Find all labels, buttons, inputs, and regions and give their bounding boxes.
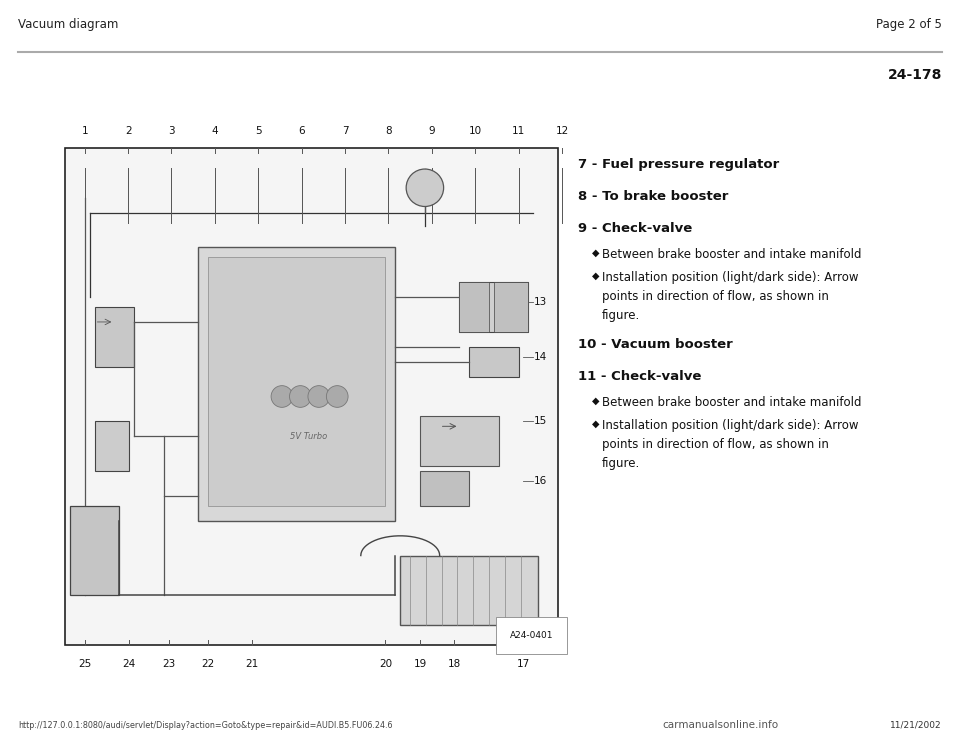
Circle shape — [290, 386, 311, 407]
Text: 12: 12 — [555, 126, 568, 136]
Text: 11/21/2002: 11/21/2002 — [890, 721, 942, 730]
Bar — [208, 257, 386, 506]
Text: 5V Turbo: 5V Turbo — [291, 432, 327, 441]
Bar — [493, 282, 528, 332]
Text: ◆: ◆ — [592, 248, 599, 258]
Text: 8 - To brake booster: 8 - To brake booster — [578, 190, 729, 203]
Text: figure.: figure. — [602, 309, 640, 322]
Bar — [469, 347, 518, 377]
Text: http://127.0.0.1:8080/audi/servlet/Display?action=Goto&type=repair&id=AUDI.B5.FU: http://127.0.0.1:8080/audi/servlet/Displ… — [18, 721, 393, 730]
Text: 18: 18 — [448, 659, 461, 669]
Text: A24-0401: A24-0401 — [510, 631, 553, 640]
Bar — [460, 282, 528, 332]
Text: carmanualsonline.info: carmanualsonline.info — [662, 720, 779, 730]
Text: 19: 19 — [414, 659, 426, 669]
Text: 3: 3 — [168, 126, 175, 136]
Text: 4: 4 — [211, 126, 218, 136]
Bar — [198, 247, 396, 521]
Circle shape — [326, 386, 348, 407]
Text: 11 - Check-valve: 11 - Check-valve — [578, 370, 702, 383]
Text: Page 2 of 5: Page 2 of 5 — [876, 18, 942, 31]
Text: ◆: ◆ — [592, 396, 599, 406]
Circle shape — [406, 169, 444, 206]
Text: 14: 14 — [534, 352, 546, 362]
Bar — [420, 471, 469, 506]
Text: points in direction of flow, as shown in: points in direction of flow, as shown in — [602, 290, 828, 303]
Text: 2: 2 — [125, 126, 132, 136]
Text: points in direction of flow, as shown in: points in direction of flow, as shown in — [602, 438, 828, 451]
Text: figure.: figure. — [602, 457, 640, 470]
Text: 10: 10 — [468, 126, 482, 136]
Bar — [95, 421, 129, 471]
Text: 7: 7 — [342, 126, 348, 136]
Text: ◆: ◆ — [592, 271, 599, 281]
Bar — [95, 307, 134, 367]
Text: 15: 15 — [534, 416, 546, 427]
Bar — [70, 506, 119, 595]
Text: 10 - Vacuum booster: 10 - Vacuum booster — [578, 338, 732, 351]
Text: 13: 13 — [534, 297, 546, 307]
Text: 8: 8 — [385, 126, 392, 136]
Text: 11: 11 — [512, 126, 525, 136]
Bar — [65, 148, 558, 645]
Text: Between brake booster and intake manifold: Between brake booster and intake manifol… — [602, 248, 861, 261]
Text: 20: 20 — [379, 659, 392, 669]
Bar — [400, 556, 539, 625]
Text: 6: 6 — [299, 126, 305, 136]
Text: 22: 22 — [202, 659, 215, 669]
Text: 25: 25 — [78, 659, 91, 669]
Text: 23: 23 — [162, 659, 175, 669]
Bar — [460, 282, 489, 332]
Text: 17: 17 — [516, 659, 530, 669]
Circle shape — [308, 386, 329, 407]
Text: Vacuum diagram: Vacuum diagram — [18, 18, 118, 31]
Text: ◆: ◆ — [592, 419, 599, 429]
Text: 9 - Check-valve: 9 - Check-valve — [578, 222, 692, 235]
Text: 21: 21 — [246, 659, 259, 669]
Text: 24: 24 — [123, 659, 135, 669]
Circle shape — [271, 386, 293, 407]
Text: 7 - Fuel pressure regulator: 7 - Fuel pressure regulator — [578, 158, 780, 171]
Text: 1: 1 — [82, 126, 88, 136]
Text: 16: 16 — [534, 476, 546, 486]
Text: 9: 9 — [428, 126, 435, 136]
Bar — [420, 416, 499, 466]
Text: Between brake booster and intake manifold: Between brake booster and intake manifol… — [602, 396, 861, 409]
Text: 24-178: 24-178 — [888, 68, 942, 82]
Text: Installation position (light/dark side): Arrow: Installation position (light/dark side):… — [602, 271, 858, 284]
Text: 5: 5 — [255, 126, 261, 136]
Text: Installation position (light/dark side): Arrow: Installation position (light/dark side):… — [602, 419, 858, 432]
